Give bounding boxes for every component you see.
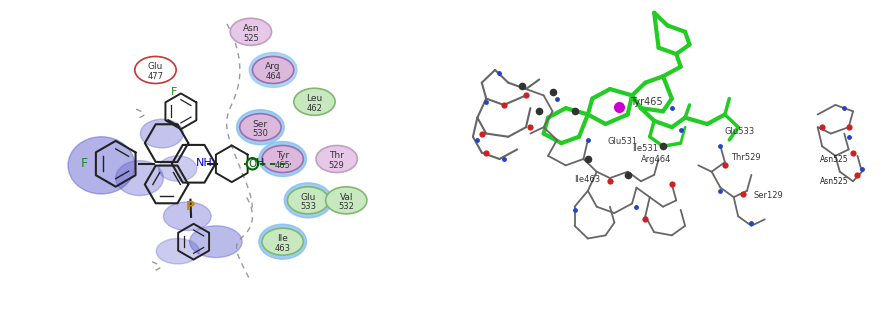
Text: Ser129: Ser129 xyxy=(754,191,783,200)
Ellipse shape xyxy=(68,137,134,194)
Ellipse shape xyxy=(116,161,164,196)
Text: Ser: Ser xyxy=(253,120,268,128)
Ellipse shape xyxy=(237,110,285,145)
Ellipse shape xyxy=(230,18,271,45)
Ellipse shape xyxy=(249,52,297,87)
Ellipse shape xyxy=(259,142,307,176)
Ellipse shape xyxy=(158,156,197,181)
Text: 533: 533 xyxy=(300,202,316,211)
Ellipse shape xyxy=(293,88,335,115)
Text: Thr: Thr xyxy=(329,151,344,160)
Text: Ile531: Ile531 xyxy=(632,144,658,153)
Text: F: F xyxy=(80,157,88,170)
Text: 532: 532 xyxy=(339,202,354,211)
Ellipse shape xyxy=(262,228,303,255)
Text: Asn525: Asn525 xyxy=(820,155,849,163)
Ellipse shape xyxy=(134,56,176,84)
Text: Arg: Arg xyxy=(265,62,281,71)
Text: 477: 477 xyxy=(148,72,164,81)
Text: Tyr465: Tyr465 xyxy=(630,97,662,107)
Text: Glu533: Glu533 xyxy=(725,128,755,136)
Ellipse shape xyxy=(253,56,293,84)
Text: O: O xyxy=(248,159,256,169)
Ellipse shape xyxy=(190,226,242,258)
Circle shape xyxy=(247,158,258,169)
Text: 465: 465 xyxy=(275,161,291,170)
Ellipse shape xyxy=(262,146,303,172)
Text: Glu: Glu xyxy=(148,62,164,71)
Text: 529: 529 xyxy=(329,161,345,170)
Text: Glu: Glu xyxy=(301,193,316,202)
Text: Leu: Leu xyxy=(307,94,323,103)
Text: F: F xyxy=(171,87,177,97)
Ellipse shape xyxy=(285,183,332,218)
Text: Tyr: Tyr xyxy=(276,151,289,160)
Text: H: H xyxy=(255,158,264,168)
Text: 530: 530 xyxy=(253,129,269,138)
Text: Asn525: Asn525 xyxy=(820,177,849,186)
Ellipse shape xyxy=(325,187,367,214)
Text: 463: 463 xyxy=(275,244,291,252)
Text: Asn: Asn xyxy=(242,24,259,33)
Text: Arg464: Arg464 xyxy=(641,155,671,163)
Text: Glu531: Glu531 xyxy=(608,137,638,146)
Ellipse shape xyxy=(259,224,307,259)
Text: Ile: Ile xyxy=(278,234,288,243)
Ellipse shape xyxy=(316,146,357,172)
Text: 525: 525 xyxy=(243,34,259,43)
Text: NH: NH xyxy=(196,158,213,168)
Ellipse shape xyxy=(141,119,183,148)
Text: Thr529: Thr529 xyxy=(732,153,761,162)
Ellipse shape xyxy=(240,114,281,141)
Ellipse shape xyxy=(164,202,211,231)
Text: 464: 464 xyxy=(265,72,281,81)
Ellipse shape xyxy=(156,238,199,264)
Text: Ile463: Ile463 xyxy=(575,175,601,184)
Text: 462: 462 xyxy=(307,104,323,113)
Text: P: P xyxy=(186,200,195,213)
Ellipse shape xyxy=(287,187,329,214)
Text: Val: Val xyxy=(339,193,353,202)
